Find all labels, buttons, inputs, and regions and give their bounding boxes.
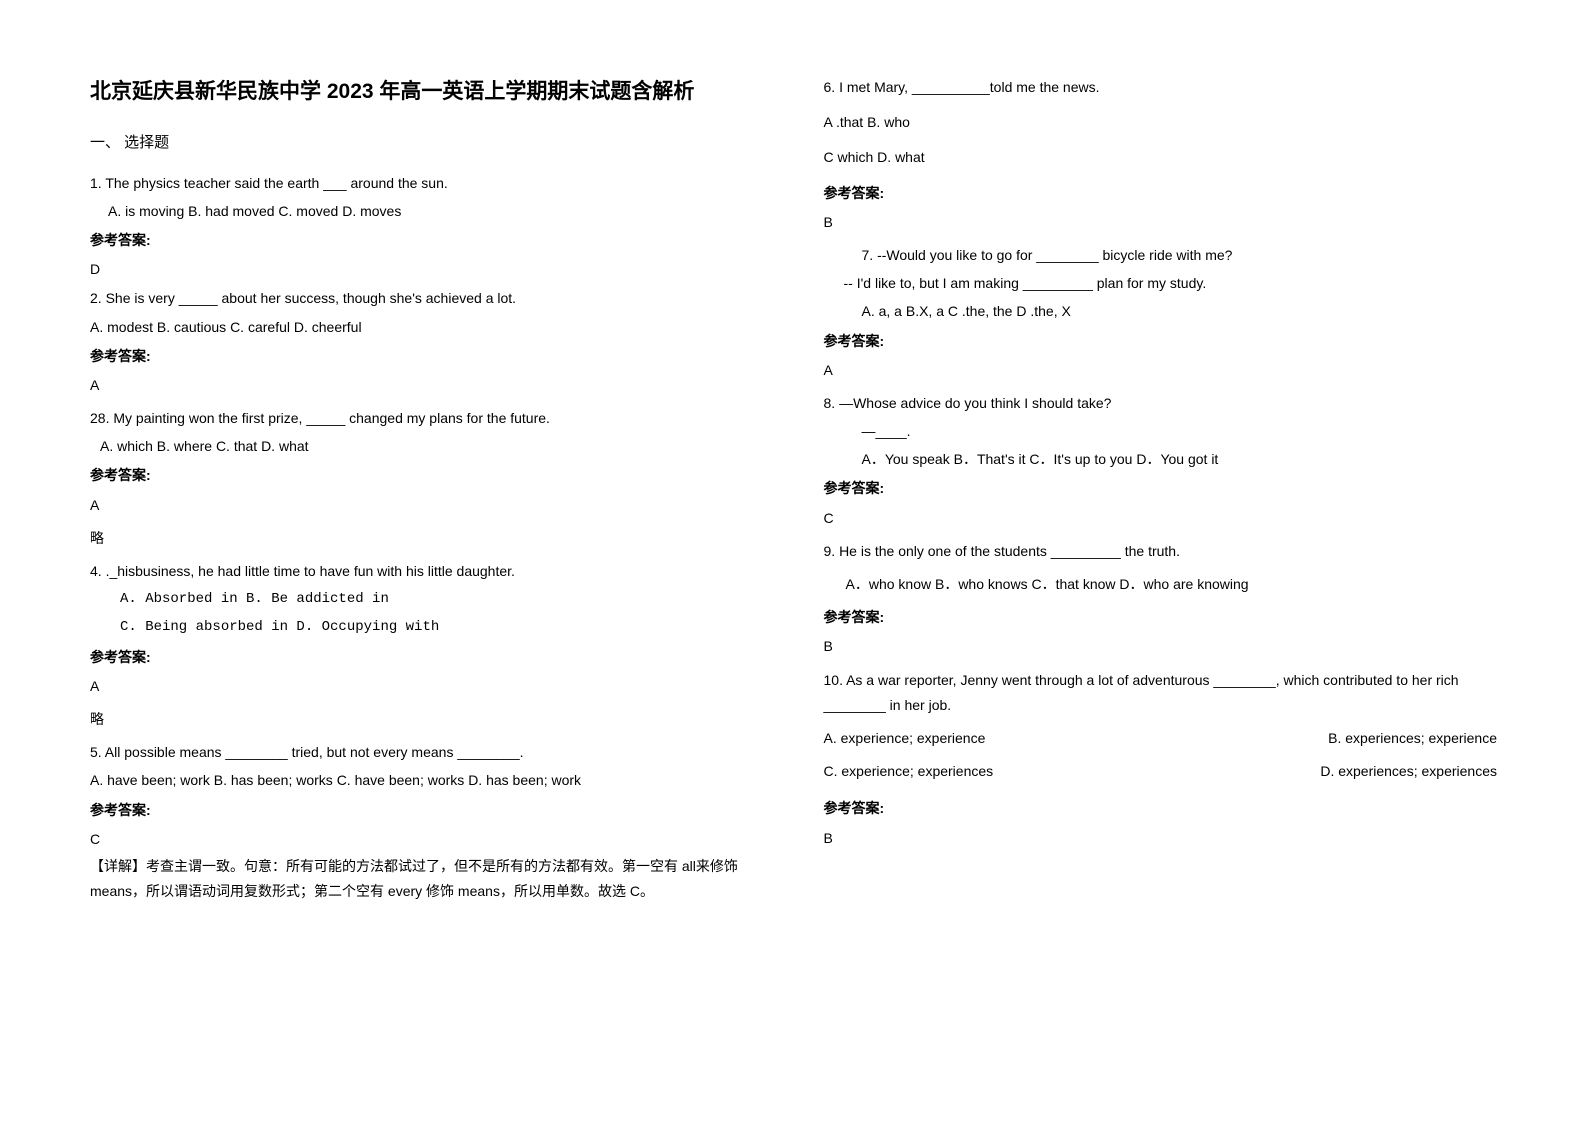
question-5: 5. All possible means ________ tried, bu… xyxy=(90,740,764,904)
question-text: 10. As a war reporter, Jenny went throug… xyxy=(824,668,1498,718)
question-text: 6. I met Mary, __________told me the new… xyxy=(824,75,1498,100)
question-6: 6. I met Mary, __________told me the new… xyxy=(824,75,1498,235)
question-text-2: -- I'd like to, but I am making ________… xyxy=(824,271,1498,296)
question-3: 28. My painting won the first prize, ___… xyxy=(90,406,764,551)
question-options-row-2: C. experience; experiences D. experience… xyxy=(824,759,1498,784)
answer-label: 参考答案: xyxy=(90,798,764,823)
document-title: 北京延庆县新华民族中学 2023 年高一英语上学期期末试题含解析 xyxy=(90,75,764,109)
question-text-1: 7. --Would you like to go for ________ b… xyxy=(824,243,1498,268)
answer-value: A xyxy=(90,493,764,518)
question-options-a: A. Absorbed in B. Be addicted in xyxy=(90,587,764,612)
option-d: D. experiences; experiences xyxy=(1320,759,1497,784)
answer-value: A xyxy=(90,373,764,398)
answer-value: A xyxy=(90,674,764,699)
question-text-2: —____. xyxy=(824,419,1498,444)
question-options: A. which B. where C. that D. what xyxy=(90,434,764,459)
answer-label: 参考答案: xyxy=(824,476,1498,501)
answer-note: 略 xyxy=(90,707,764,732)
question-9: 9. He is the only one of the students __… xyxy=(824,539,1498,660)
question-text-1: 8. —Whose advice do you think I should t… xyxy=(824,391,1498,416)
answer-label: 参考答案: xyxy=(90,344,764,369)
question-10: 10. As a war reporter, Jenny went throug… xyxy=(824,668,1498,851)
question-8: 8. —Whose advice do you think I should t… xyxy=(824,391,1498,531)
answer-value: D xyxy=(90,257,764,282)
right-column: 6. I met Mary, __________told me the new… xyxy=(824,75,1498,914)
answer-label: 参考答案: xyxy=(824,329,1498,354)
answer-note: 略 xyxy=(90,526,764,551)
answer-explanation: 【详解】考查主谓一致。句意：所有可能的方法都试过了，但不是所有的方法都有效。第一… xyxy=(90,854,764,904)
question-text: 5. All possible means ________ tried, bu… xyxy=(90,740,764,765)
question-text: 9. He is the only one of the students __… xyxy=(824,539,1498,564)
left-column: 北京延庆县新华民族中学 2023 年高一英语上学期期末试题含解析 一、 选择题 … xyxy=(90,75,764,914)
answer-value: B xyxy=(824,210,1498,235)
question-options-c: C. Being absorbed in D. Occupying with xyxy=(90,615,764,640)
document-columns: 北京延庆县新华民族中学 2023 年高一英语上学期期末试题含解析 一、 选择题 … xyxy=(90,75,1497,914)
question-text: 4. ._hisbusiness, he had little time to … xyxy=(90,559,764,584)
answer-value: B xyxy=(824,634,1498,659)
question-4: 4. ._hisbusiness, he had little time to … xyxy=(90,559,764,732)
answer-label: 参考答案: xyxy=(824,796,1498,821)
question-options: A．You speak B．That's it C．It's up to you… xyxy=(824,447,1498,472)
answer-label: 参考答案: xyxy=(90,228,764,253)
question-options: A. a, a B.X, a C .the, the D .the, X xyxy=(824,299,1498,324)
question-text: 28. My painting won the first prize, ___… xyxy=(90,406,764,431)
section-heading: 一、 选择题 xyxy=(90,129,764,156)
answer-label: 参考答案: xyxy=(824,605,1498,630)
question-options-c: C which D. what xyxy=(824,145,1498,170)
question-options-a: A .that B. who xyxy=(824,110,1498,135)
answer-value: B xyxy=(824,826,1498,851)
answer-value: C xyxy=(90,827,764,852)
question-options-row-1: A. experience; experience B. experiences… xyxy=(824,726,1498,751)
answer-value: C xyxy=(824,506,1498,531)
question-1: 1. The physics teacher said the earth __… xyxy=(90,171,764,283)
option-b: B. experiences; experience xyxy=(1328,726,1497,751)
option-a: A. experience; experience xyxy=(824,726,986,751)
answer-label: 参考答案: xyxy=(824,181,1498,206)
answer-label: 参考答案: xyxy=(90,463,764,488)
question-options: A. is moving B. had moved C. moved D. mo… xyxy=(90,199,764,224)
option-c: C. experience; experiences xyxy=(824,759,994,784)
question-options: A．who know B．who knows C．that know D．who… xyxy=(824,572,1498,597)
answer-value: A xyxy=(824,358,1498,383)
answer-label: 参考答案: xyxy=(90,645,764,670)
question-options: A. modest B. cautious C. careful D. chee… xyxy=(90,315,764,340)
question-text: 2. She is very _____ about her success, … xyxy=(90,286,764,311)
question-options: A. have been; work B. has been; works C.… xyxy=(90,768,764,793)
question-text: 1. The physics teacher said the earth __… xyxy=(90,171,764,196)
question-2: 2. She is very _____ about her success, … xyxy=(90,286,764,398)
question-7: 7. --Would you like to go for ________ b… xyxy=(824,243,1498,383)
